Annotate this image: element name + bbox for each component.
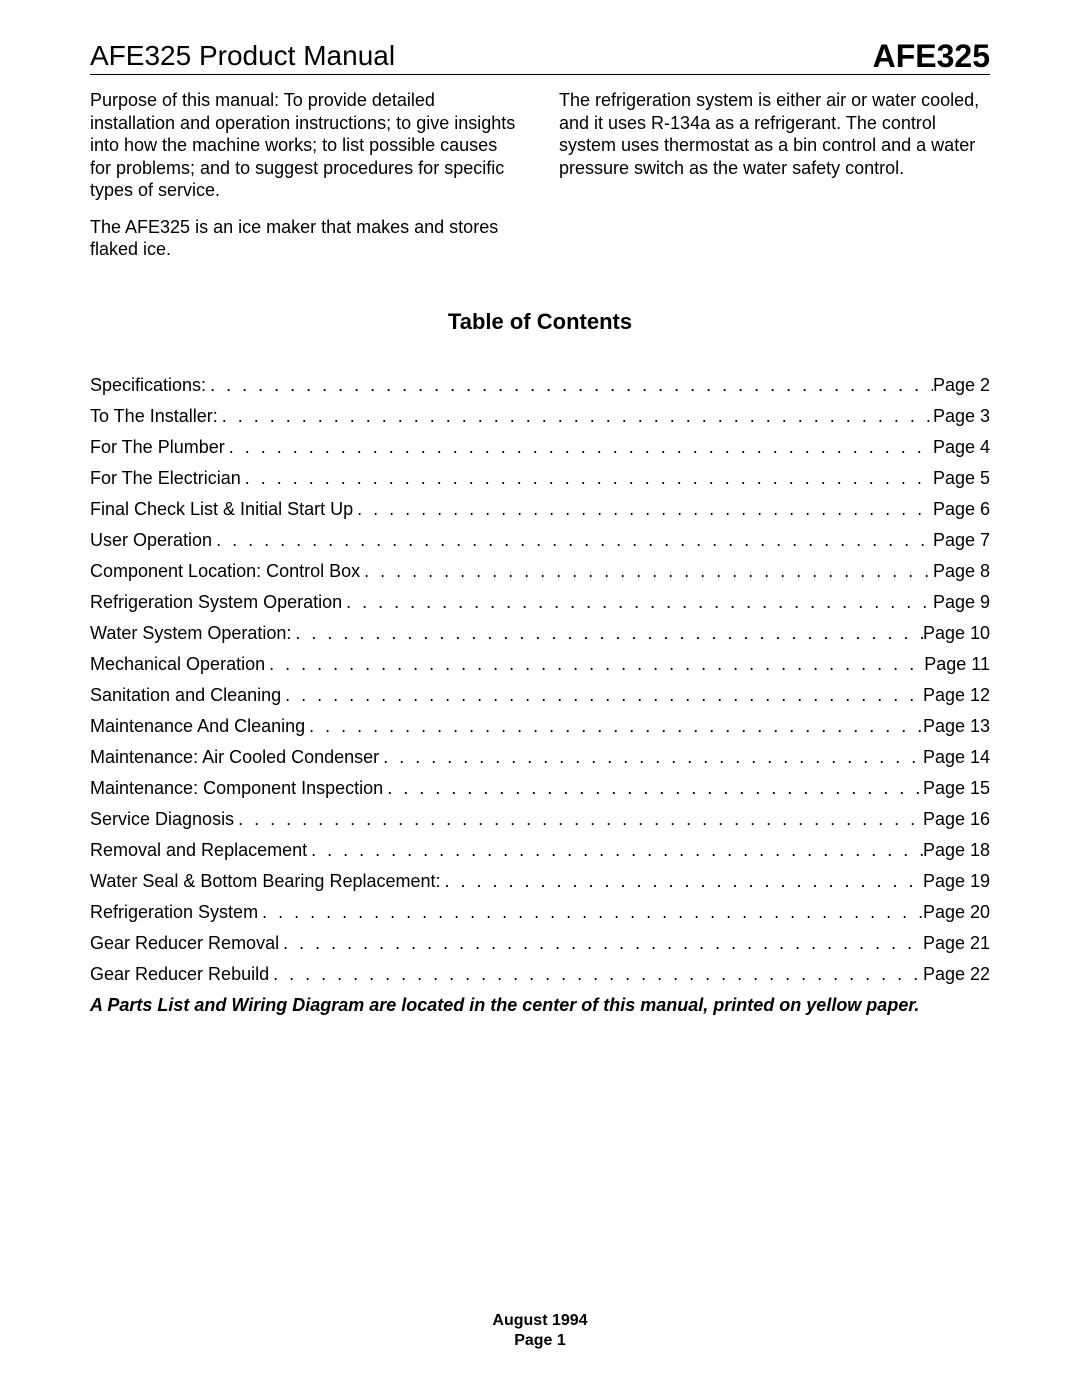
- toc-entry-title: Mechanical Operation: [90, 654, 265, 675]
- toc-entry: Removal and Replacement Page 18: [90, 840, 990, 861]
- toc-entry-page: Page 3: [933, 406, 990, 427]
- toc-entry-title: For The Plumber: [90, 437, 225, 458]
- toc-leader-dots: [234, 809, 923, 830]
- toc-entry: For The Plumber Page 4: [90, 437, 990, 458]
- toc-leader-dots: [212, 530, 933, 551]
- toc-leader-dots: [353, 499, 933, 520]
- toc-entry-title: Refrigeration System Operation: [90, 592, 342, 613]
- toc-entry: For The Electrician Page 5: [90, 468, 990, 489]
- toc-entry: Sanitation and Cleaning Page 12: [90, 685, 990, 706]
- toc-entry-title: Maintenance: Component Inspection: [90, 778, 383, 799]
- intro-paragraph: Purpose of this manual: To provide detai…: [90, 89, 521, 202]
- toc-entry-page: Page 8: [933, 561, 990, 582]
- toc-leader-dots: [291, 623, 923, 644]
- toc-leader-dots: [342, 592, 933, 613]
- toc-entry-page: Page 15: [923, 778, 990, 799]
- intro-right-column: The refrigeration system is either air o…: [559, 89, 990, 275]
- intro-columns: Purpose of this manual: To provide detai…: [90, 89, 990, 275]
- toc-entry: Component Location: Control Box Page 8: [90, 561, 990, 582]
- toc-entry-title: Maintenance: Air Cooled Condenser: [90, 747, 379, 768]
- toc-entry-page: Page 9: [933, 592, 990, 613]
- toc-entry-title: Service Diagnosis: [90, 809, 234, 830]
- header-row: AFE325 Product Manual AFE325: [90, 40, 990, 75]
- toc-entry: Refrigeration System Operation Page 9: [90, 592, 990, 613]
- toc-note: A Parts List and Wiring Diagram are loca…: [90, 995, 990, 1016]
- toc-entry-page: Page 6: [933, 499, 990, 520]
- toc-entry-page: Page 22: [923, 964, 990, 985]
- footer-date: August 1994: [0, 1311, 1080, 1331]
- toc-entry-page: Page 4: [933, 437, 990, 458]
- toc-entry-page: Page 5: [933, 468, 990, 489]
- toc-leader-dots: [379, 747, 923, 768]
- toc-leader-dots: [206, 375, 933, 396]
- toc-leader-dots: [307, 840, 923, 861]
- toc-entry-title: For The Electrician: [90, 468, 241, 489]
- toc-entry-page: Page 14: [923, 747, 990, 768]
- toc-entry-title: To The Installer:: [90, 406, 218, 427]
- toc-entry: Maintenance: Component Inspection Page 15: [90, 778, 990, 799]
- toc-entry-page: Page 13: [923, 716, 990, 737]
- toc-entry-title: Removal and Replacement: [90, 840, 307, 861]
- toc-leader-dots: [279, 933, 923, 954]
- toc-entry-page: Page 18: [923, 840, 990, 861]
- toc-leader-dots: [383, 778, 923, 799]
- toc-entry: Specifications: Page 2: [90, 375, 990, 396]
- toc-entry-page: Page 2: [933, 375, 990, 396]
- toc-leader-dots: [281, 685, 923, 706]
- toc-leader-dots: [360, 561, 933, 582]
- toc-leader-dots: [305, 716, 923, 737]
- toc-leader-dots: [241, 468, 933, 489]
- page-container: AFE325 Product Manual AFE325 Purpose of …: [0, 0, 1080, 1016]
- toc-entry-title: Component Location: Control Box: [90, 561, 360, 582]
- footer-page-label: Page 1: [0, 1331, 1080, 1351]
- toc-entry-title: Specifications:: [90, 375, 206, 396]
- toc-entry-title: Gear Reducer Rebuild: [90, 964, 269, 985]
- toc-entry: Gear Reducer Rebuild Page 22: [90, 964, 990, 985]
- toc-list: Specifications: Page 2 To The Installer: Pa…: [90, 375, 990, 985]
- toc-entry: User Operation Page 7: [90, 530, 990, 551]
- toc-entry-title: Final Check List & Initial Start Up: [90, 499, 353, 520]
- toc-leader-dots: [441, 871, 923, 892]
- toc-entry: Final Check List & Initial Start Up Page …: [90, 499, 990, 520]
- toc-leader-dots: [218, 406, 933, 427]
- toc-entry: Gear Reducer Removal Page 21: [90, 933, 990, 954]
- toc-leader-dots: [225, 437, 933, 458]
- toc-entry: Mechanical Operation Page 11: [90, 654, 990, 675]
- toc-entry: Service Diagnosis Page 16: [90, 809, 990, 830]
- toc-entry: Water System Operation: Page 10: [90, 623, 990, 644]
- toc-heading: Table of Contents: [90, 309, 990, 335]
- toc-entry-page: Page 16: [923, 809, 990, 830]
- toc-entry-page: Page 7: [933, 530, 990, 551]
- toc-leader-dots: [265, 654, 924, 675]
- toc-entry-page: Page 10: [923, 623, 990, 644]
- intro-left-column: Purpose of this manual: To provide detai…: [90, 89, 521, 275]
- toc-entry-title: Refrigeration System: [90, 902, 258, 923]
- page-footer: August 1994 Page 1: [0, 1311, 1080, 1351]
- toc-entry: Refrigeration System Page 20: [90, 902, 990, 923]
- toc-entry: Maintenance: Air Cooled Condenser Page 14: [90, 747, 990, 768]
- doc-title: AFE325 Product Manual: [90, 40, 395, 72]
- toc-entry-page: Page 11: [924, 654, 990, 675]
- toc-entry-title: Sanitation and Cleaning: [90, 685, 281, 706]
- toc-entry-title: Maintenance And Cleaning: [90, 716, 305, 737]
- toc-entry-page: Page 21: [923, 933, 990, 954]
- model-number: AFE325: [873, 40, 990, 72]
- toc-entry-page: Page 20: [923, 902, 990, 923]
- toc-entry-title: Water Seal & Bottom Bearing Replacement:: [90, 871, 441, 892]
- toc-entry-page: Page 19: [923, 871, 990, 892]
- toc-leader-dots: [258, 902, 923, 923]
- intro-paragraph: The AFE325 is an ice maker that makes an…: [90, 216, 521, 261]
- toc-entry-page: Page 12: [923, 685, 990, 706]
- toc-entry: Water Seal & Bottom Bearing Replacement:…: [90, 871, 990, 892]
- toc-leader-dots: [269, 964, 923, 985]
- toc-entry: To The Installer: Page 3: [90, 406, 990, 427]
- toc-entry-title: User Operation: [90, 530, 212, 551]
- toc-entry-title: Water System Operation:: [90, 623, 291, 644]
- intro-paragraph: The refrigeration system is either air o…: [559, 89, 990, 179]
- toc-entry: Maintenance And Cleaning Page 13: [90, 716, 990, 737]
- toc-entry-title: Gear Reducer Removal: [90, 933, 279, 954]
